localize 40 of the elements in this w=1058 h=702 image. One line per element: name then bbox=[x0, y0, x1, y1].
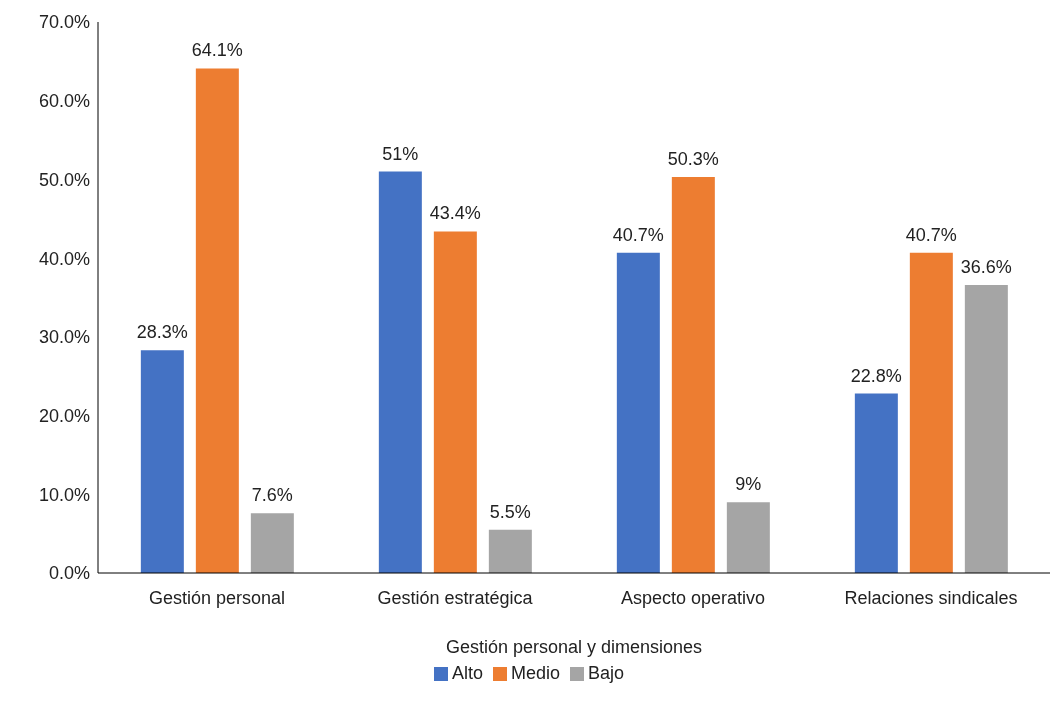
data-label: 36.6% bbox=[960, 256, 1012, 277]
y-tick-label: 0.0% bbox=[48, 563, 90, 584]
legend-label: Alto bbox=[451, 663, 483, 683]
y-tick-label: 40.0% bbox=[38, 248, 90, 269]
bar bbox=[909, 252, 953, 573]
data-label: 43.4% bbox=[429, 203, 481, 224]
x-tick-label: Relaciones sindicales bbox=[844, 587, 1018, 608]
bar bbox=[140, 350, 184, 573]
x-tick-label: Aspecto operativo bbox=[620, 587, 766, 608]
bar bbox=[616, 252, 660, 573]
bar bbox=[433, 231, 477, 573]
legend-label: Bajo bbox=[588, 663, 625, 683]
bar bbox=[726, 502, 770, 573]
bar bbox=[250, 513, 294, 573]
bar bbox=[854, 393, 898, 573]
data-label: 40.7% bbox=[905, 224, 957, 245]
bar bbox=[964, 284, 1008, 573]
y-tick-label: 20.0% bbox=[38, 405, 90, 426]
y-tick-label: 70.0% bbox=[38, 12, 90, 33]
bar bbox=[671, 177, 715, 573]
data-label: 9% bbox=[735, 474, 762, 495]
data-label: 64.1% bbox=[191, 40, 243, 61]
bar bbox=[195, 68, 239, 573]
data-label: 5.5% bbox=[489, 501, 531, 522]
bar bbox=[378, 171, 422, 573]
y-tick-label: 30.0% bbox=[38, 327, 90, 348]
data-label: 50.3% bbox=[667, 149, 719, 170]
y-tick-label: 10.0% bbox=[38, 484, 90, 505]
x-axis-title: Gestión personal y dimensiones bbox=[445, 637, 703, 657]
x-tick-label: Gestión estratégica bbox=[377, 587, 534, 608]
data-label: 40.7% bbox=[612, 224, 664, 245]
y-tick-label: 60.0% bbox=[38, 91, 90, 112]
y-tick-label: 50.0% bbox=[38, 169, 90, 190]
bar bbox=[488, 529, 532, 573]
data-label: 22.8% bbox=[850, 365, 902, 386]
legend-label: Medio bbox=[510, 663, 561, 683]
data-label: 51% bbox=[382, 143, 419, 164]
data-label: 7.6% bbox=[251, 485, 293, 506]
data-label: 28.3% bbox=[136, 322, 188, 343]
x-tick-label: Gestión personal bbox=[148, 587, 286, 608]
